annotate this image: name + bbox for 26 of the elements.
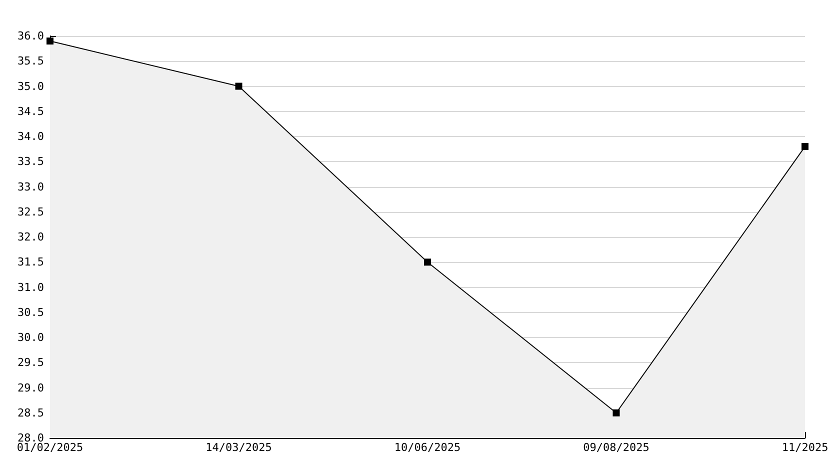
y-tick-label: 31.0 — [18, 280, 44, 294]
point — [235, 82, 242, 90]
point — [46, 38, 54, 45]
y-tick-label: 30.0 — [18, 331, 44, 344]
y-tick-label: 31.5 — [18, 256, 44, 269]
y-tick-label: 32.5 — [18, 205, 44, 218]
y-tick-label: 28.5 — [18, 406, 44, 420]
y-tick-label: 29.5 — [18, 356, 44, 370]
y-tick-label: 34.5 — [18, 104, 44, 118]
x-tick-label: 14/03/2025 — [206, 441, 272, 454]
point — [802, 143, 808, 150]
y-tick-label: 35.5 — [18, 54, 44, 68]
y-tick-label: 29.0 — [18, 381, 44, 394]
y-tick-label: 36.0 — [18, 30, 44, 42]
x-tick-label: 10/06/2025 — [394, 441, 461, 454]
y-tick-label: 30.5 — [18, 306, 44, 319]
x-tick-label: 09/08/2025 — [583, 441, 650, 454]
y-tick-label: 33.0 — [18, 180, 44, 194]
y-tick-label: 34.0 — [18, 130, 44, 143]
y-tick-label: 35.0 — [18, 80, 44, 93]
point — [612, 409, 620, 416]
x-tick-label: 01/02/2025 — [16, 441, 84, 454]
x-tick-label: 11/2025 — [782, 441, 828, 454]
y-tick-label: 32.0 — [18, 230, 44, 244]
point — [424, 258, 431, 266]
y-tick-label: 33.5 — [18, 155, 44, 168]
